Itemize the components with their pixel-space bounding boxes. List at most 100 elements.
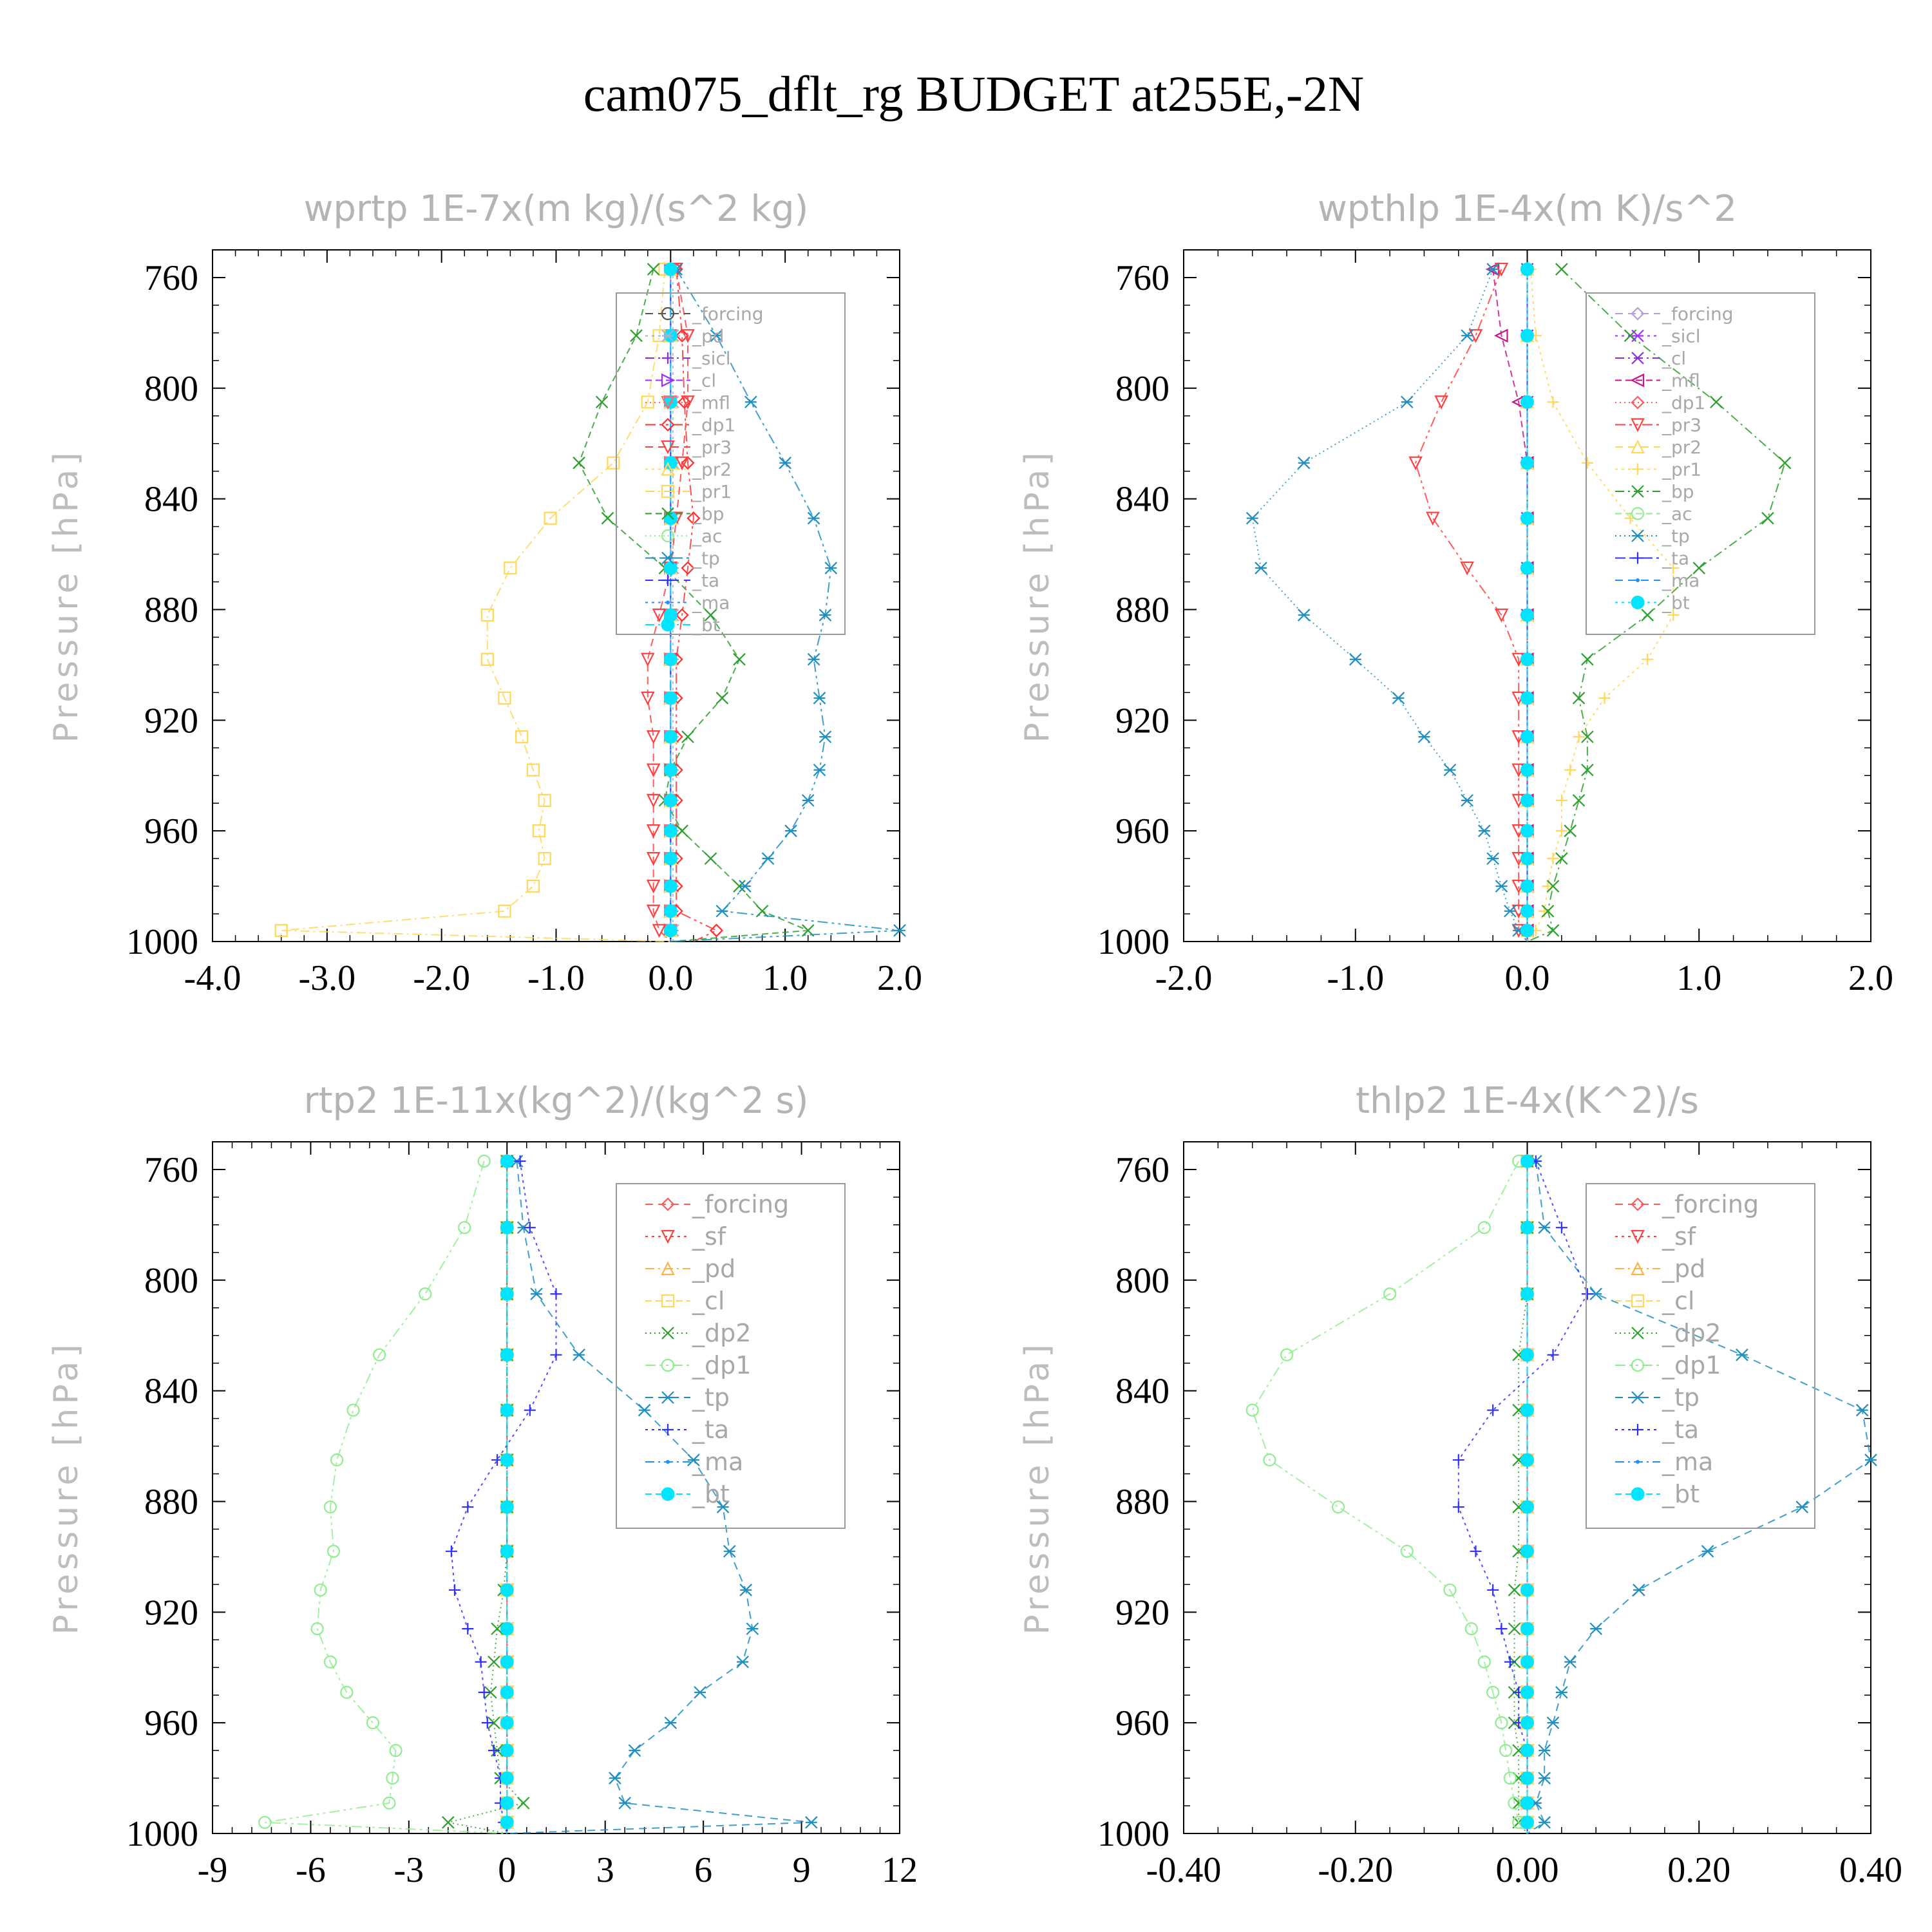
series-point-tp — [1255, 562, 1267, 574]
series-point-bp — [630, 329, 643, 342]
x-tick-label: -0.20 — [1318, 1850, 1393, 1890]
series-point-dp1 — [327, 1544, 341, 1558]
legend-entry: _ta — [692, 1416, 729, 1444]
series-point-tp — [1864, 1454, 1877, 1466]
series-point-bp — [1564, 824, 1577, 837]
series-point-pr3 — [1460, 561, 1474, 576]
series-point-bt — [500, 1743, 514, 1757]
series-point-pr3 — [1426, 511, 1440, 526]
series-point-tp — [1392, 692, 1405, 705]
legend-marker — [1631, 1261, 1645, 1276]
series-line-tp — [1526, 1160, 1872, 1834]
legend-marker — [661, 1327, 674, 1340]
legend-marker — [661, 529, 675, 543]
series-point-bt — [663, 923, 677, 938]
legend-entry: _mfl — [1662, 370, 1700, 392]
series-point-tp — [1400, 395, 1414, 409]
series-point-bt — [1520, 1287, 1534, 1301]
series-point-tp — [819, 730, 832, 743]
series-point-ta — [550, 1288, 562, 1300]
series-line-pr3 — [1415, 269, 1528, 942]
series-point-bp — [595, 395, 609, 409]
legend-marker — [1631, 529, 1644, 542]
x-tick-label: 0.40 — [1839, 1850, 1902, 1890]
series-point-bp — [676, 824, 688, 837]
y-tick-label: 840 — [1115, 1372, 1170, 1412]
series-point-bp — [1581, 763, 1594, 777]
series-point-bp — [1555, 852, 1568, 865]
series-point-bt — [1520, 262, 1534, 276]
legend-entry: _ma — [1662, 570, 1700, 591]
series-point-dp2 — [1508, 1622, 1521, 1635]
series-point-pr1 — [1547, 853, 1559, 865]
series-point-bp — [1641, 609, 1654, 621]
series-point-tp — [628, 1744, 641, 1757]
series-point-bt — [1520, 561, 1534, 575]
legend-marker — [1631, 307, 1645, 321]
series-point-pr3 — [646, 824, 661, 838]
x-tick-label: 0.0 — [648, 958, 693, 998]
series-point-pr3 — [646, 763, 661, 778]
series-point-pr1 — [532, 824, 545, 838]
x-tick-label: 0.00 — [1496, 1850, 1559, 1890]
legend-box — [1586, 292, 1815, 635]
series-point-tp — [715, 904, 729, 918]
series-line-bp — [1527, 269, 1786, 942]
series-point-tp — [784, 824, 797, 837]
series-line-pr3 — [647, 269, 689, 942]
legend-marker — [1631, 1358, 1645, 1372]
series-point-dp1 — [323, 1655, 337, 1669]
series-point-pr3 — [1408, 456, 1423, 471]
x-tick-label: -6 — [296, 1850, 326, 1890]
series-point-pr1 — [1667, 609, 1680, 621]
series-point-bt — [500, 1796, 514, 1810]
legend-entry: _sf — [692, 1222, 727, 1251]
series-point-ta — [448, 1584, 460, 1596]
series-point-bt — [663, 879, 677, 893]
series-point-bt — [663, 561, 677, 575]
legend-marker — [661, 484, 675, 498]
legend-marker — [1632, 463, 1643, 475]
series-point-bt — [1520, 904, 1534, 918]
legend-marker — [1631, 439, 1645, 454]
series-point-pr1 — [607, 456, 620, 469]
series-point-bt — [1520, 1716, 1534, 1730]
legend-marker — [662, 352, 674, 364]
series-point-tp — [573, 1349, 585, 1361]
series-point-dp1 — [1499, 1744, 1513, 1757]
series-point-pr3 — [640, 691, 655, 706]
series-point-bt — [1520, 511, 1534, 526]
series-point-tp — [609, 1772, 621, 1785]
series-point-bt — [1520, 1500, 1534, 1514]
series-point-bt — [1520, 1771, 1534, 1785]
series-point-ta — [514, 1155, 526, 1168]
series-point-ta — [1487, 1404, 1499, 1416]
legend-entry: _ac — [1662, 504, 1692, 525]
series-point-pr1 — [1547, 396, 1559, 408]
x-tick-label: 0.20 — [1667, 1850, 1730, 1890]
series-point-bp — [681, 730, 694, 743]
series-point-pr3 — [646, 879, 661, 894]
series-line-dp2 — [1513, 1161, 1528, 1834]
y-tick-label: 1000 — [1097, 1814, 1170, 1854]
legend-marker — [661, 440, 675, 455]
x-tick-label: -2.0 — [1155, 958, 1213, 998]
series-point-bt — [500, 1622, 514, 1636]
y-axis-label: Pressure [hPa] — [47, 449, 86, 743]
y-tick-label: 960 — [1115, 811, 1170, 851]
series-group — [1245, 261, 1792, 942]
legend-marker — [661, 1197, 675, 1211]
series-point-bt — [1520, 1453, 1534, 1467]
legend-marker — [1631, 1487, 1645, 1501]
series-point-dp1 — [314, 1583, 327, 1597]
series-point-dp1 — [330, 1453, 344, 1467]
series-point-tp — [779, 457, 791, 469]
series-point-dp2 — [1508, 1584, 1521, 1596]
series-point-bp — [1581, 653, 1594, 666]
series-point-pr1 — [1581, 457, 1593, 469]
series-point-tp — [1297, 457, 1311, 469]
legend-marker — [661, 373, 676, 388]
series-point-bt — [500, 1220, 514, 1235]
series-point-bt — [663, 652, 677, 667]
